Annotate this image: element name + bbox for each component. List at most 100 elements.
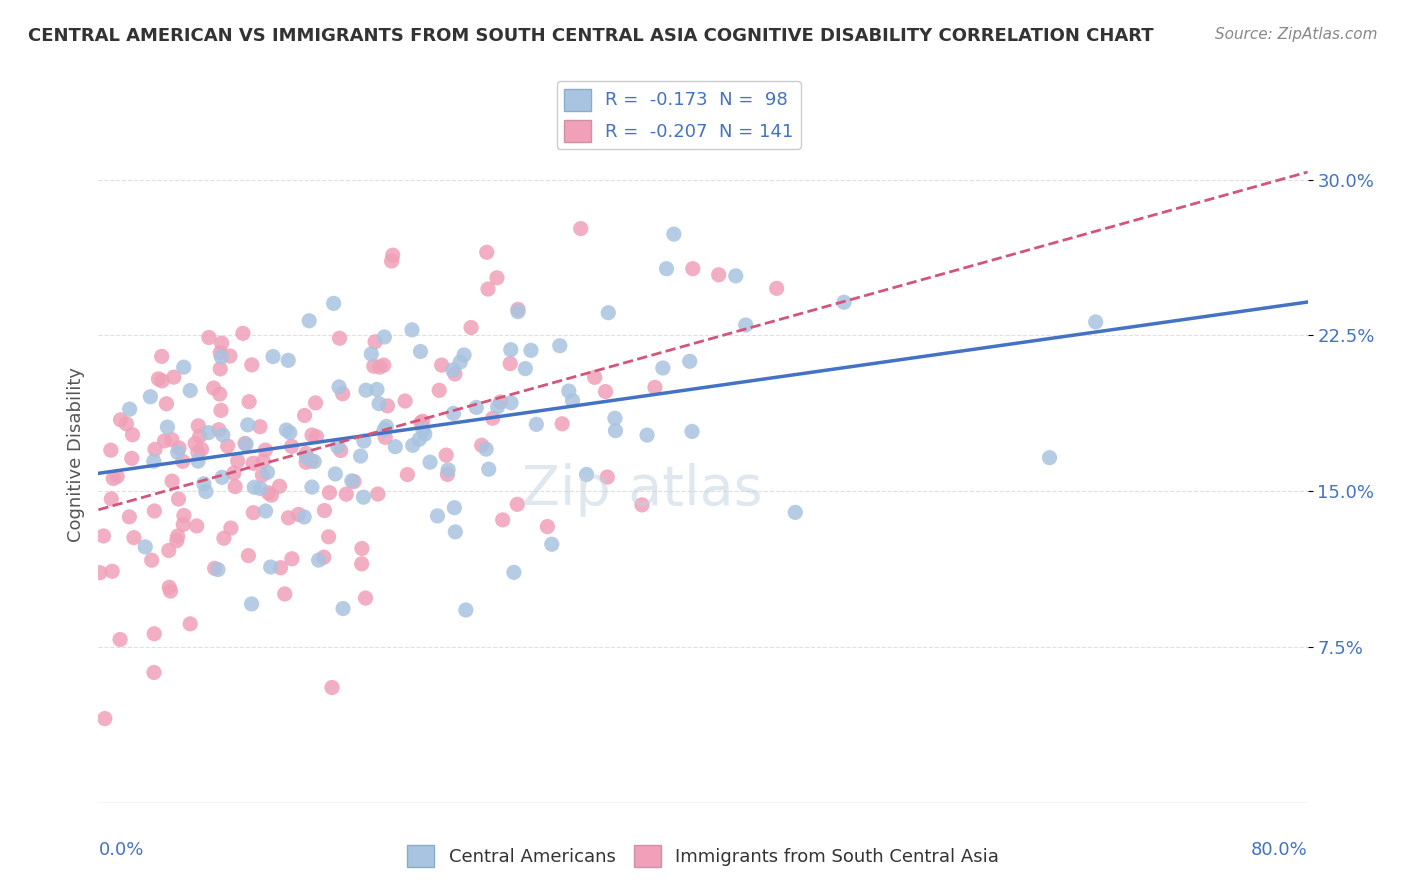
Point — [232, 326, 254, 341]
Point — [368, 360, 391, 375]
Point — [157, 543, 180, 558]
Point — [409, 344, 432, 359]
Point — [561, 393, 583, 408]
Point — [524, 417, 547, 432]
Point — [148, 372, 170, 386]
Point — [325, 467, 347, 481]
Point — [575, 467, 598, 482]
Point — [235, 437, 257, 451]
Point — [485, 270, 508, 285]
Point — [254, 504, 277, 518]
Point — [207, 563, 229, 577]
Point — [166, 533, 188, 548]
Point — [281, 551, 304, 566]
Point — [292, 510, 315, 524]
Point — [269, 479, 291, 493]
Point — [198, 330, 221, 344]
Point — [226, 454, 249, 468]
Point — [240, 358, 263, 372]
Point — [187, 454, 209, 468]
Point — [377, 399, 399, 413]
Point — [301, 428, 323, 442]
Point — [249, 419, 271, 434]
Point — [651, 361, 673, 376]
Point — [631, 498, 654, 512]
Point — [486, 400, 509, 414]
Point — [211, 428, 233, 442]
Point — [655, 261, 678, 276]
Point — [318, 530, 340, 544]
Point — [103, 471, 125, 485]
Point — [426, 508, 449, 523]
Point — [139, 390, 162, 404]
Point — [444, 524, 467, 539]
Point — [260, 488, 283, 502]
Point — [156, 420, 179, 434]
Point — [605, 424, 627, 438]
Point — [295, 455, 318, 469]
Point — [260, 560, 283, 574]
Text: CENTRAL AMERICAN VS IMMIGRANTS FROM SOUTH CENTRAL ASIA COGNITIVE DISABILITY CORR: CENTRAL AMERICAN VS IMMIGRANTS FROM SOUT… — [28, 27, 1154, 45]
Point — [211, 470, 233, 484]
Point — [460, 320, 482, 334]
Point — [211, 336, 233, 351]
Point — [150, 350, 173, 364]
Point — [1038, 450, 1060, 465]
Point — [233, 436, 256, 450]
Point — [252, 468, 274, 483]
Point — [302, 454, 325, 468]
Point — [1084, 315, 1107, 329]
Point — [212, 531, 235, 545]
Point — [100, 443, 122, 458]
Point — [437, 463, 460, 477]
Point — [153, 434, 176, 448]
Point — [475, 442, 498, 457]
Point — [477, 282, 499, 296]
Point — [430, 358, 453, 372]
Point — [453, 348, 475, 362]
Point — [238, 549, 260, 563]
Point — [350, 541, 373, 556]
Text: 0.0%: 0.0% — [98, 841, 143, 859]
Point — [173, 508, 195, 523]
Point — [143, 442, 166, 457]
Point — [366, 383, 388, 397]
Point — [360, 347, 382, 361]
Point — [187, 418, 209, 433]
Point — [598, 306, 620, 320]
Point — [257, 485, 280, 500]
Point — [444, 367, 467, 381]
Point — [202, 381, 225, 395]
Point — [489, 395, 512, 409]
Point — [208, 423, 231, 437]
Point — [209, 350, 232, 364]
Point — [506, 304, 529, 318]
Point — [155, 397, 177, 411]
Point — [354, 591, 377, 605]
Point — [350, 557, 373, 571]
Point — [141, 553, 163, 567]
Point — [173, 360, 195, 375]
Point — [166, 445, 188, 459]
Point — [277, 510, 299, 524]
Legend: R =  -0.173  N =  98, R =  -0.207  N = 141: R = -0.173 N = 98, R = -0.207 N = 141 — [557, 81, 801, 149]
Point — [499, 396, 522, 410]
Text: Source: ZipAtlas.com: Source: ZipAtlas.com — [1215, 27, 1378, 42]
Point — [301, 454, 323, 468]
Point — [308, 553, 330, 567]
Point — [449, 355, 471, 369]
Point — [160, 474, 183, 488]
Point — [222, 466, 245, 480]
Point — [583, 370, 606, 384]
Point — [644, 380, 666, 394]
Point — [326, 440, 349, 454]
Point — [364, 334, 387, 349]
Point — [94, 712, 117, 726]
Point — [503, 566, 526, 580]
Point — [163, 370, 186, 384]
Point — [122, 531, 145, 545]
Point — [194, 484, 217, 499]
Point — [219, 521, 242, 535]
Point — [373, 330, 395, 344]
Point — [454, 603, 477, 617]
